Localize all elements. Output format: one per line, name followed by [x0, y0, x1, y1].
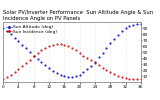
- Sun Altitude (deg): [56, 72, 58, 74]
- Sun Altitude (deg): [140, 24, 142, 25]
- Sun Altitude (deg): [21, 44, 23, 45]
- Sun Incidence (deg): [109, 72, 111, 73]
- Sun Incidence (deg): [40, 50, 42, 51]
- Sun Incidence (deg): [60, 44, 61, 45]
- Sun Incidence (deg): [25, 62, 27, 63]
- Sun Altitude (deg): [109, 42, 111, 44]
- Sun Altitude (deg): [44, 65, 46, 66]
- Sun Incidence (deg): [33, 56, 35, 57]
- Sun Altitude (deg): [6, 30, 8, 32]
- Sun Incidence (deg): [6, 77, 8, 78]
- Sun Altitude (deg): [75, 75, 77, 77]
- Line: Sun Altitude (deg): Sun Altitude (deg): [3, 24, 141, 77]
- Sun Incidence (deg): [140, 78, 142, 80]
- Sun Incidence (deg): [10, 74, 12, 75]
- Sun Incidence (deg): [94, 62, 96, 63]
- Sun Altitude (deg): [29, 51, 31, 53]
- Sun Altitude (deg): [86, 69, 88, 70]
- Sun Incidence (deg): [67, 45, 69, 47]
- Sun Incidence (deg): [86, 57, 88, 59]
- Sun Incidence (deg): [128, 78, 130, 80]
- Sun Altitude (deg): [128, 26, 130, 27]
- Sun Incidence (deg): [18, 69, 20, 70]
- Sun Incidence (deg): [37, 53, 39, 54]
- Sun Altitude (deg): [10, 33, 12, 35]
- Sun Altitude (deg): [14, 37, 16, 38]
- Sun Altitude (deg): [121, 30, 123, 32]
- Legend: Sun Altitude (deg), Sun Incidence (deg): Sun Altitude (deg), Sun Incidence (deg): [5, 24, 58, 35]
- Sun Incidence (deg): [79, 53, 81, 54]
- Sun Incidence (deg): [98, 65, 100, 66]
- Sun Altitude (deg): [102, 52, 104, 53]
- Line: Sun Incidence (deg): Sun Incidence (deg): [3, 44, 141, 80]
- Sun Altitude (deg): [25, 48, 27, 49]
- Sun Incidence (deg): [2, 78, 4, 80]
- Sun Incidence (deg): [90, 60, 92, 61]
- Sun Altitude (deg): [136, 24, 138, 25]
- Sun Altitude (deg): [33, 55, 35, 56]
- Sun Incidence (deg): [102, 67, 104, 68]
- Sun Altitude (deg): [71, 76, 73, 77]
- Sun Altitude (deg): [113, 38, 115, 39]
- Sun Incidence (deg): [29, 59, 31, 60]
- Sun Altitude (deg): [105, 47, 107, 48]
- Sun Incidence (deg): [48, 45, 50, 47]
- Sun Incidence (deg): [44, 47, 46, 48]
- Text: Solar PV/Inverter Performance  Sun Altitude Angle & Sun Incidence Angle on PV Pa: Solar PV/Inverter Performance Sun Altitu…: [3, 10, 153, 21]
- Sun Incidence (deg): [124, 78, 126, 79]
- Sun Altitude (deg): [60, 74, 61, 75]
- Sun Altitude (deg): [2, 27, 4, 29]
- Sun Altitude (deg): [37, 59, 39, 60]
- Sun Incidence (deg): [63, 44, 65, 45]
- Sun Altitude (deg): [94, 61, 96, 62]
- Sun Altitude (deg): [63, 75, 65, 77]
- Sun Incidence (deg): [132, 78, 134, 80]
- Sun Altitude (deg): [90, 65, 92, 66]
- Sun Altitude (deg): [52, 70, 54, 71]
- Sun Altitude (deg): [124, 27, 126, 29]
- Sun Incidence (deg): [136, 78, 138, 80]
- Sun Altitude (deg): [132, 24, 134, 26]
- Sun Incidence (deg): [117, 75, 119, 77]
- Sun Incidence (deg): [105, 69, 107, 71]
- Sun Altitude (deg): [67, 76, 69, 77]
- Sun Altitude (deg): [48, 68, 50, 69]
- Sun Incidence (deg): [113, 74, 115, 75]
- Sun Incidence (deg): [121, 77, 123, 78]
- Sun Incidence (deg): [75, 50, 77, 51]
- Sun Incidence (deg): [71, 47, 73, 48]
- Sun Incidence (deg): [56, 44, 58, 45]
- Sun Incidence (deg): [83, 55, 84, 56]
- Sun Altitude (deg): [40, 62, 42, 63]
- Sun Incidence (deg): [21, 66, 23, 67]
- Sun Altitude (deg): [83, 72, 84, 73]
- Sun Incidence (deg): [14, 72, 16, 73]
- Sun Altitude (deg): [117, 34, 119, 35]
- Sun Altitude (deg): [18, 41, 20, 42]
- Sun Altitude (deg): [98, 57, 100, 58]
- Sun Incidence (deg): [52, 44, 54, 45]
- Sun Altitude (deg): [79, 74, 81, 75]
